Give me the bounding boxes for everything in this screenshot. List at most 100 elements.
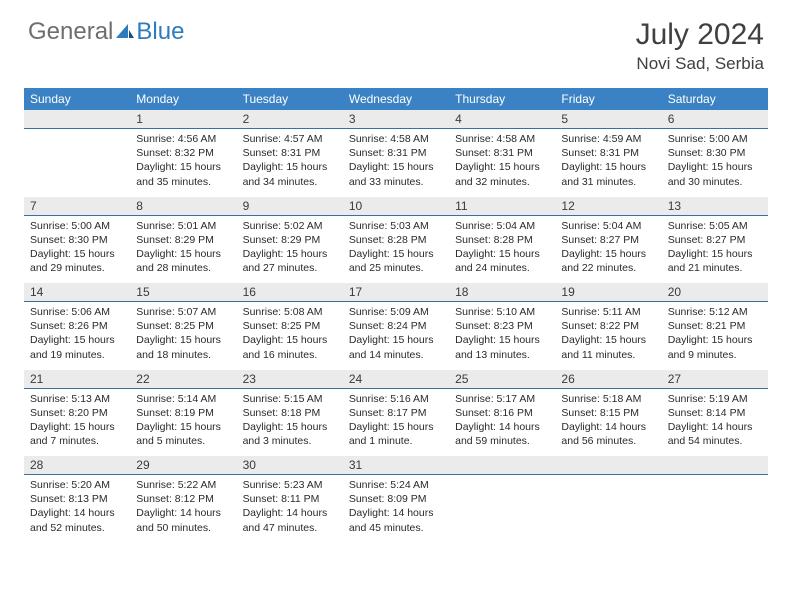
sunrise-text: Sunrise: 5:17 AM — [455, 392, 549, 406]
daylight-text: Daylight: 15 hours and 22 minutes. — [561, 247, 655, 275]
day-number-cell — [449, 456, 555, 475]
daylight-text: Daylight: 14 hours and 59 minutes. — [455, 420, 549, 448]
day-number: 26 — [561, 372, 574, 386]
day-content-cell: Sunrise: 5:22 AMSunset: 8:12 PMDaylight:… — [130, 475, 236, 543]
daylight-text: Daylight: 14 hours and 50 minutes. — [136, 506, 230, 534]
weekday-header: Saturday — [662, 88, 768, 110]
daylight-text: Daylight: 15 hours and 31 minutes. — [561, 160, 655, 188]
sunrise-text: Sunrise: 4:59 AM — [561, 132, 655, 146]
day-number: 29 — [136, 458, 149, 472]
daylight-text: Daylight: 15 hours and 32 minutes. — [455, 160, 549, 188]
day-number-cell: 12 — [555, 197, 661, 216]
day-number: 20 — [668, 285, 681, 299]
daynum-row: 14151617181920 — [24, 283, 768, 302]
day-number: 3 — [349, 112, 356, 126]
sunset-text: Sunset: 8:09 PM — [349, 492, 443, 506]
content-row: Sunrise: 5:00 AMSunset: 8:30 PMDaylight:… — [24, 215, 768, 283]
day-number-cell: 19 — [555, 283, 661, 302]
sunset-text: Sunset: 8:30 PM — [30, 233, 124, 247]
content-row: Sunrise: 5:20 AMSunset: 8:13 PMDaylight:… — [24, 475, 768, 543]
sunrise-text: Sunrise: 5:06 AM — [30, 305, 124, 319]
day-content-cell: Sunrise: 5:07 AMSunset: 8:25 PMDaylight:… — [130, 302, 236, 370]
day-number-cell: 1 — [130, 110, 236, 129]
daylight-text: Daylight: 14 hours and 52 minutes. — [30, 506, 124, 534]
header: General Blue July 2024 Novi Sad, Serbia — [0, 0, 792, 82]
day-number: 21 — [30, 372, 43, 386]
daylight-text: Daylight: 15 hours and 14 minutes. — [349, 333, 443, 361]
day-number: 17 — [349, 285, 362, 299]
day-number-cell: 13 — [662, 197, 768, 216]
day-number-cell: 24 — [343, 370, 449, 389]
sunset-text: Sunset: 8:30 PM — [668, 146, 762, 160]
daylight-text: Daylight: 15 hours and 11 minutes. — [561, 333, 655, 361]
sunrise-text: Sunrise: 5:03 AM — [349, 219, 443, 233]
day-content-cell: Sunrise: 4:59 AMSunset: 8:31 PMDaylight:… — [555, 129, 661, 197]
day-content-cell — [449, 475, 555, 543]
sunset-text: Sunset: 8:27 PM — [561, 233, 655, 247]
day-number: 28 — [30, 458, 43, 472]
day-number: 27 — [668, 372, 681, 386]
sunrise-text: Sunrise: 5:15 AM — [243, 392, 337, 406]
day-number: 30 — [243, 458, 256, 472]
day-content-cell — [662, 475, 768, 543]
day-number-cell: 28 — [24, 456, 130, 475]
daylight-text: Daylight: 14 hours and 54 minutes. — [668, 420, 762, 448]
sunset-text: Sunset: 8:31 PM — [349, 146, 443, 160]
day-number: 2 — [243, 112, 250, 126]
day-number: 11 — [455, 199, 467, 213]
daylight-text: Daylight: 14 hours and 56 minutes. — [561, 420, 655, 448]
logo: General Blue — [28, 18, 184, 46]
month-title: July 2024 — [636, 18, 764, 52]
daynum-row: 123456 — [24, 110, 768, 129]
day-content-cell: Sunrise: 5:16 AMSunset: 8:17 PMDaylight:… — [343, 388, 449, 456]
sunset-text: Sunset: 8:31 PM — [561, 146, 655, 160]
sunrise-text: Sunrise: 4:57 AM — [243, 132, 337, 146]
sunrise-text: Sunrise: 4:58 AM — [349, 132, 443, 146]
day-content-cell: Sunrise: 5:00 AMSunset: 8:30 PMDaylight:… — [662, 129, 768, 197]
weekday-header: Friday — [555, 88, 661, 110]
day-content-cell: Sunrise: 5:05 AMSunset: 8:27 PMDaylight:… — [662, 215, 768, 283]
daylight-text: Daylight: 15 hours and 30 minutes. — [668, 160, 762, 188]
day-content-cell: Sunrise: 5:08 AMSunset: 8:25 PMDaylight:… — [237, 302, 343, 370]
content-row: Sunrise: 5:13 AMSunset: 8:20 PMDaylight:… — [24, 388, 768, 456]
day-number-cell: 21 — [24, 370, 130, 389]
daylight-text: Daylight: 15 hours and 28 minutes. — [136, 247, 230, 275]
day-number-cell: 3 — [343, 110, 449, 129]
sunset-text: Sunset: 8:29 PM — [243, 233, 337, 247]
day-content-cell: Sunrise: 5:10 AMSunset: 8:23 PMDaylight:… — [449, 302, 555, 370]
daylight-text: Daylight: 15 hours and 18 minutes. — [136, 333, 230, 361]
daylight-text: Daylight: 15 hours and 9 minutes. — [668, 333, 762, 361]
day-content-cell: Sunrise: 5:04 AMSunset: 8:27 PMDaylight:… — [555, 215, 661, 283]
day-number-cell: 29 — [130, 456, 236, 475]
sunset-text: Sunset: 8:28 PM — [455, 233, 549, 247]
day-content-cell: Sunrise: 5:23 AMSunset: 8:11 PMDaylight:… — [237, 475, 343, 543]
day-number: 18 — [455, 285, 468, 299]
day-number-cell: 20 — [662, 283, 768, 302]
sunset-text: Sunset: 8:13 PM — [30, 492, 124, 506]
day-number-cell: 23 — [237, 370, 343, 389]
day-number-cell: 17 — [343, 283, 449, 302]
sunset-text: Sunset: 8:11 PM — [243, 492, 337, 506]
day-number-cell — [662, 456, 768, 475]
sunset-text: Sunset: 8:31 PM — [243, 146, 337, 160]
day-content-cell: Sunrise: 5:24 AMSunset: 8:09 PMDaylight:… — [343, 475, 449, 543]
day-content-cell: Sunrise: 5:17 AMSunset: 8:16 PMDaylight:… — [449, 388, 555, 456]
logo-sail-icon — [115, 18, 135, 46]
sunset-text: Sunset: 8:22 PM — [561, 319, 655, 333]
sunrise-text: Sunrise: 5:07 AM — [136, 305, 230, 319]
weekday-header-row: Sunday Monday Tuesday Wednesday Thursday… — [24, 88, 768, 110]
daynum-row: 28293031 — [24, 456, 768, 475]
day-content-cell: Sunrise: 5:01 AMSunset: 8:29 PMDaylight:… — [130, 215, 236, 283]
sunrise-text: Sunrise: 4:58 AM — [455, 132, 549, 146]
day-content-cell: Sunrise: 5:20 AMSunset: 8:13 PMDaylight:… — [24, 475, 130, 543]
daylight-text: Daylight: 15 hours and 16 minutes. — [243, 333, 337, 361]
day-number-cell: 26 — [555, 370, 661, 389]
daylight-text: Daylight: 15 hours and 25 minutes. — [349, 247, 443, 275]
day-content-cell: Sunrise: 5:06 AMSunset: 8:26 PMDaylight:… — [24, 302, 130, 370]
daylight-text: Daylight: 15 hours and 35 minutes. — [136, 160, 230, 188]
weekday-header: Sunday — [24, 88, 130, 110]
day-number: 22 — [136, 372, 149, 386]
sunrise-text: Sunrise: 5:14 AM — [136, 392, 230, 406]
day-number: 8 — [136, 199, 143, 213]
sunrise-text: Sunrise: 5:04 AM — [455, 219, 549, 233]
